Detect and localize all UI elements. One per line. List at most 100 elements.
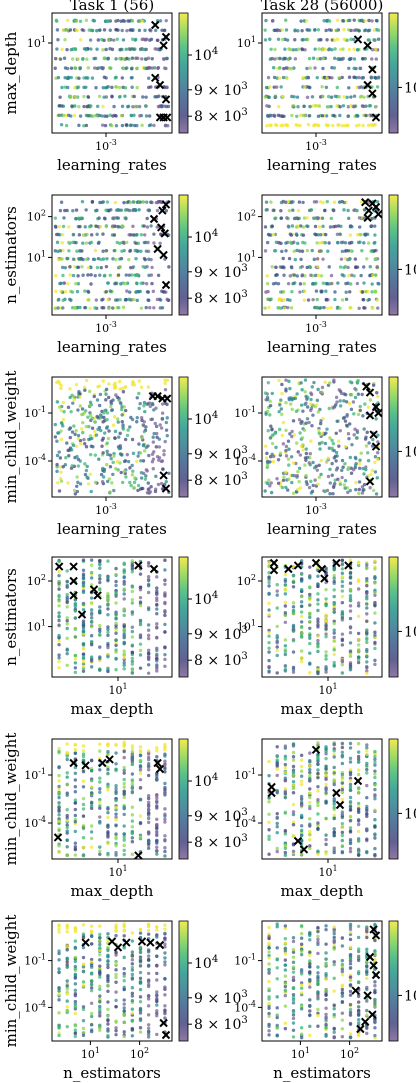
scatter-point [120, 452, 124, 457]
scatter-point [58, 456, 63, 460]
scatter-point [299, 614, 304, 619]
x-tick-label: 101 [108, 864, 127, 879]
scatter-point [130, 1026, 135, 1031]
scatter-point [65, 838, 69, 842]
scatter-point [294, 441, 299, 445]
scatter-point [95, 28, 99, 33]
scatter-point [114, 990, 118, 994]
scatter-point [114, 798, 118, 803]
scatter-point [122, 928, 126, 932]
scatter-point [324, 770, 328, 774]
scatter-point [358, 66, 363, 71]
scatter-point [107, 382, 111, 386]
scatter-point [139, 281, 143, 285]
scatter-point [163, 601, 167, 606]
scatter-point [82, 47, 87, 51]
scatter-point [126, 105, 130, 109]
scatter-point [308, 651, 312, 655]
scatter-point [285, 38, 290, 42]
scatter-point [308, 998, 312, 1002]
best-marker [344, 561, 353, 570]
scatter-point [73, 972, 78, 977]
scatter-point [146, 1032, 151, 1037]
scatter-point [163, 657, 167, 662]
scatter-point [364, 113, 368, 118]
scatter-point [106, 767, 110, 772]
scatter-point [315, 241, 319, 245]
scatter-point [340, 745, 345, 750]
scatter-point [122, 652, 126, 656]
scatter-point [349, 407, 354, 412]
scatter-point [311, 413, 315, 417]
scatter-point [68, 297, 72, 301]
scatter-point [324, 745, 328, 749]
scatter-point [267, 560, 271, 565]
scatter-point [316, 741, 320, 745]
scatter-point [270, 265, 274, 269]
scatter-point [66, 448, 70, 453]
scatter-point [291, 601, 296, 605]
scatter-point [119, 282, 123, 286]
scatter-point [356, 412, 361, 417]
scatter-point [66, 240, 71, 245]
scatter-point [65, 569, 69, 573]
scatter-point [89, 963, 94, 968]
best-marker [153, 244, 162, 254]
scatter-point [76, 216, 81, 220]
scatter-point [89, 972, 94, 976]
scatter-point [89, 659, 94, 663]
scatter-point [299, 758, 304, 762]
scatter-point [363, 402, 367, 406]
scatter-point [373, 611, 377, 615]
scatter-point [143, 257, 147, 262]
scatter-point [319, 274, 324, 278]
scatter-point [73, 104, 77, 108]
scatter-point [146, 993, 151, 998]
scatter-point [68, 387, 72, 391]
scatter-point [53, 224, 58, 229]
scatter-point [291, 764, 296, 769]
scatter-point [299, 769, 304, 773]
scatter-point [161, 467, 165, 471]
scatter-point [348, 290, 352, 294]
scatter-point [159, 200, 163, 204]
scatter-point [114, 621, 118, 625]
scatter-point [364, 289, 368, 294]
scatter-point [152, 306, 156, 310]
scatter-point [284, 241, 288, 245]
scatter-point [111, 398, 115, 402]
scatter-point [133, 476, 137, 480]
best-marker [365, 477, 375, 486]
scatter-point [349, 95, 353, 99]
scatter-point [57, 431, 61, 435]
scatter-point [65, 618, 69, 623]
scatter-point [122, 1013, 126, 1017]
scatter-point [356, 655, 361, 659]
scatter-point [308, 787, 312, 791]
scatter-point [119, 47, 124, 52]
scatter-point [316, 592, 320, 596]
scatter-point [337, 444, 341, 448]
scatter-point [336, 281, 340, 285]
scatter-point [57, 559, 61, 564]
scatter-point [306, 224, 310, 229]
scatter-point [65, 636, 69, 640]
scatter-point [365, 654, 369, 658]
scatter-point [89, 830, 94, 834]
scatter-point [59, 429, 63, 433]
scatter-point [299, 852, 304, 856]
scatter-point [84, 208, 88, 212]
scatter-point [345, 414, 349, 418]
scatter-point [155, 596, 159, 600]
scatter-point [308, 626, 312, 631]
scatter-point [325, 488, 330, 493]
scatter-point [122, 1030, 126, 1034]
scatter-point [326, 94, 331, 99]
scatter-point [352, 208, 356, 212]
scatter-point [96, 241, 101, 245]
best-marker [269, 565, 279, 575]
scatter-point [81, 602, 86, 607]
scatter-point [308, 661, 312, 665]
scatter-point [71, 443, 76, 448]
scatter-point [94, 433, 99, 437]
